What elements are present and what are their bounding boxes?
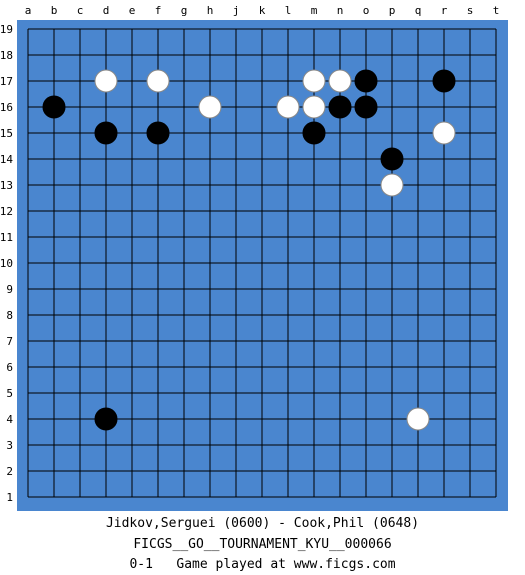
players-line: Jidkov,Serguei (0600) - Cook,Phil (0648) xyxy=(105,516,420,531)
row-label-3: 3 xyxy=(6,439,13,452)
black-stone-r17 xyxy=(432,69,456,93)
white-stone-r15 xyxy=(432,121,456,145)
column-label-e: e xyxy=(129,4,136,17)
row-label-14: 14 xyxy=(0,153,13,166)
row-label-17: 17 xyxy=(0,75,13,88)
result-line: 0-1 Game played at www.ficgs.com xyxy=(129,557,396,572)
column-label-s: s xyxy=(467,4,474,17)
white-stone-m16 xyxy=(302,95,326,119)
row-label-9: 9 xyxy=(6,283,13,296)
white-stone-p13 xyxy=(380,173,404,197)
row-label-16: 16 xyxy=(0,101,13,114)
row-label-1: 1 xyxy=(6,491,13,504)
white-stone-m17 xyxy=(302,69,326,93)
column-label-f: f xyxy=(155,4,162,17)
row-label-18: 18 xyxy=(0,49,13,62)
column-label-l: l xyxy=(285,4,292,17)
white-stone-l16 xyxy=(276,95,300,119)
column-label-m: m xyxy=(311,4,318,17)
column-label-a: a xyxy=(25,4,32,17)
column-label-k: k xyxy=(259,4,266,17)
column-label-r: r xyxy=(441,4,448,17)
stones xyxy=(42,69,456,431)
white-stone-d17 xyxy=(94,69,118,93)
row-label-10: 10 xyxy=(0,257,13,270)
row-label-8: 8 xyxy=(6,309,13,322)
white-stone-n17 xyxy=(328,69,352,93)
column-label-h: h xyxy=(207,4,214,17)
column-label-o: o xyxy=(363,4,370,17)
column-label-g: g xyxy=(181,4,188,17)
row-label-4: 4 xyxy=(6,413,13,426)
event-line: FICGS__GO__TOURNAMENT_KYU__000066 xyxy=(133,537,392,552)
black-stone-m15 xyxy=(302,121,326,145)
row-labels: 19 18 17 16 15 14 13 12 11 10 9 8 7 6 5 4 3 2 1 xyxy=(0,23,13,504)
row-label-11: 11 xyxy=(0,231,13,244)
black-stone-n16 xyxy=(328,95,352,119)
black-stone-o16 xyxy=(354,95,378,119)
black-stone-d15 xyxy=(94,121,118,145)
column-label-t: t xyxy=(493,4,500,17)
column-label-b: b xyxy=(51,4,58,17)
black-stone-b16 xyxy=(42,95,66,119)
column-label-q: q xyxy=(415,4,422,17)
white-stone-h16 xyxy=(198,95,222,119)
column-label-n: n xyxy=(337,4,344,17)
black-stone-p14 xyxy=(380,147,404,171)
row-label-5: 5 xyxy=(6,387,13,400)
black-stone-f15 xyxy=(146,121,170,145)
row-label-7: 7 xyxy=(6,335,13,348)
white-stone-q4 xyxy=(406,407,430,431)
row-label-15: 15 xyxy=(0,127,13,140)
row-label-2: 2 xyxy=(6,465,13,478)
row-label-6: 6 xyxy=(6,361,13,374)
column-label-d: d xyxy=(103,4,110,17)
row-label-19: 19 xyxy=(0,23,13,36)
column-label-p: p xyxy=(389,4,396,17)
black-stone-d4 xyxy=(94,407,118,431)
column-label-c: c xyxy=(77,4,84,17)
white-stone-f17 xyxy=(146,69,170,93)
row-label-13: 13 xyxy=(0,179,13,192)
row-label-12: 12 xyxy=(0,205,13,218)
black-stone-o17 xyxy=(354,69,378,93)
column-label-j: j xyxy=(233,4,240,17)
